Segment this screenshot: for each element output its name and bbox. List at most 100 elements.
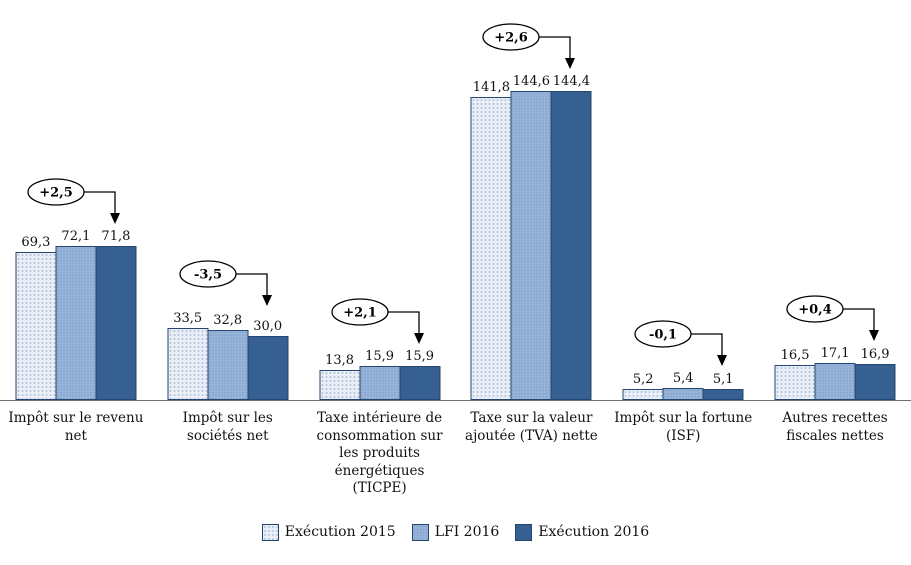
bar-item: 16,5 (774, 348, 816, 400)
bar-execution-2016 (854, 364, 896, 400)
bar-value-label: 32,8 (213, 313, 243, 328)
category-group: +0,4 16,5 17,1 16,9 (759, 4, 911, 400)
category-label-text: Taxe intérieure de consommation sur les … (316, 410, 443, 497)
category-group: +2,6 141,8 144,6 144,4 (455, 4, 607, 400)
bar-execution-2016 (95, 246, 137, 400)
annotation-arrowhead (717, 355, 728, 366)
bar-value-label: 144,6 (512, 74, 550, 89)
bar-item: 17,1 (814, 346, 856, 400)
annotation-arrow-line (235, 273, 268, 296)
annotation-arrow-line (387, 311, 420, 334)
bar-lfi-2016 (814, 363, 856, 400)
bar-execution-2015 (774, 365, 816, 400)
annotation-label: -0,1 (649, 328, 677, 343)
bar-execution-2016 (702, 389, 744, 400)
category-group: -0,1 5,2 5,4 5,1 (607, 4, 759, 400)
category-label-text: Taxe sur la valeur ajoutée (TVA) nette (465, 410, 598, 444)
bar-item: 5,4 (662, 371, 704, 400)
bar-item: 144,4 (550, 74, 592, 400)
category-label: Taxe intérieure de consommation sur les … (304, 401, 456, 498)
legend-swatch (515, 523, 533, 541)
category-group: -3,5 33,5 32,8 30,0 (152, 4, 304, 400)
bar-item: 15,9 (399, 349, 441, 400)
legend-label: Exécution 2015 (284, 524, 396, 541)
category-label-text: Autres recettes fiscales nettes (782, 410, 888, 444)
bar-item: 69,3 (15, 235, 57, 400)
bar-value-label: 141,8 (472, 80, 510, 95)
annotation-label: +0,4 (798, 303, 832, 318)
bar-value-label: 16,5 (780, 348, 810, 363)
bar-value-label: 13,8 (325, 353, 355, 368)
change-annotation: -0,1 (634, 320, 728, 366)
bar-execution-2016 (247, 336, 289, 400)
category-label: Autres recettes fiscales nettes (759, 401, 911, 498)
bar-execution-2015 (167, 328, 209, 400)
bar-group: 141,8 144,6 144,4 (470, 74, 592, 400)
bar-lfi-2016 (662, 388, 704, 400)
bar-item: 5,1 (702, 372, 744, 400)
category-label: Impôt sur le revenu net (0, 401, 152, 498)
bar-lfi-2016 (207, 330, 249, 400)
bar-item: 16,9 (854, 347, 896, 400)
annotation-arrow-line (83, 191, 116, 214)
bar-value-label: 33,5 (173, 311, 203, 326)
category-label-text: Impôt sur la fortune (ISF) (614, 410, 753, 444)
bar-value-label: 16,9 (860, 347, 890, 362)
annotation-label: +2,6 (495, 31, 529, 46)
category-label-text: Impôt sur les sociétés net (182, 410, 273, 444)
annotation-arrowhead (565, 58, 576, 69)
change-annotation: +2,1 (330, 298, 424, 344)
bar-item: 141,8 (470, 80, 512, 400)
bar-group: 5,2 5,4 5,1 (622, 371, 744, 400)
bar-value-label: 5,1 (712, 372, 734, 387)
category-label-text: Impôt sur le revenu net (8, 410, 144, 444)
bar-item: 15,9 (359, 349, 401, 400)
legend-item-execution-2016: Exécution 2016 (515, 523, 650, 541)
legend: Exécution 2015 LFI 2016 Exécution 2016 (0, 523, 911, 541)
bar-group: 69,3 72,1 71,8 (15, 229, 137, 400)
bar-value-label: 144,4 (552, 74, 590, 89)
bar-value-label: 5,4 (672, 371, 694, 386)
bar-lfi-2016 (510, 91, 552, 400)
bar-item: 32,8 (207, 313, 249, 400)
bar-item: 30,0 (247, 319, 289, 400)
legend-label: Exécution 2016 (538, 524, 650, 541)
bar-value-label: 5,2 (632, 372, 654, 387)
bar-group: 13,8 15,9 15,9 (319, 349, 441, 400)
legend-item-execution-2015: Exécution 2015 (261, 523, 396, 541)
bar-value-label: 15,9 (365, 349, 395, 364)
bar-execution-2015 (470, 97, 512, 400)
legend-swatch (411, 523, 429, 541)
bar-lfi-2016 (359, 366, 401, 400)
bar-execution-2016 (399, 366, 441, 400)
bar-item: 13,8 (319, 353, 361, 400)
category-group: +2,1 13,8 15,9 15,9 (304, 4, 456, 400)
annotation-arrow-line (539, 36, 572, 59)
bar-group: 33,5 32,8 30,0 (167, 311, 289, 400)
bar-value-label: 15,9 (405, 349, 435, 364)
bar-value-label: 69,3 (21, 235, 51, 250)
annotation-arrow-line (843, 308, 875, 331)
bar-execution-2015 (622, 389, 664, 400)
category-label: Taxe sur la valeur ajoutée (TVA) nette (455, 401, 607, 498)
annotation-arrow-line (691, 333, 723, 356)
bar-value-label: 72,1 (61, 229, 91, 244)
bar-value-label: 30,0 (253, 319, 283, 334)
bar-execution-2015 (319, 370, 361, 400)
change-annotation: +2,6 (482, 23, 576, 69)
bar-value-label: 17,1 (820, 346, 850, 361)
bar-item: 33,5 (167, 311, 209, 400)
annotation-arrowhead (109, 213, 120, 224)
bar-execution-2015 (15, 252, 57, 400)
bar-item: 72,1 (55, 229, 97, 400)
bar-execution-2016 (550, 91, 592, 400)
bar-item: 71,8 (95, 230, 137, 400)
bar-item: 5,2 (622, 372, 664, 400)
legend-item-lfi-2016: LFI 2016 (411, 523, 499, 541)
category-label: Impôt sur la fortune (ISF) (607, 401, 759, 498)
annotation-arrowhead (869, 330, 880, 341)
bar-lfi-2016 (55, 246, 97, 400)
change-annotation: +0,4 (786, 295, 880, 341)
legend-swatch (261, 523, 279, 541)
